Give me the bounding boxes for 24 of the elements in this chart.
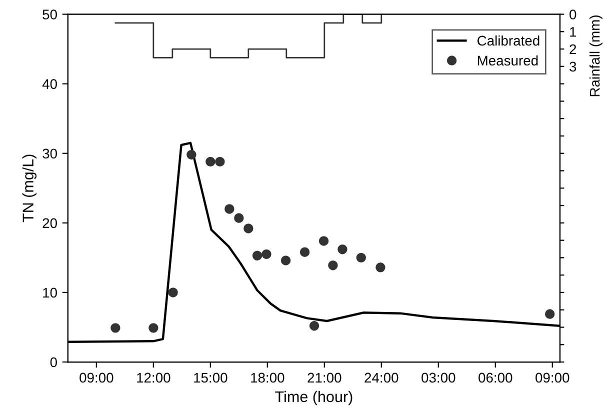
y-tick-label: 0 [50,357,57,368]
x-tick-label: 03:00 [422,372,456,383]
y-tick-label: 30 [42,148,57,159]
x-tick-label: 09:00 [536,372,570,383]
x-tick-label: 12:00 [137,372,170,383]
legend-label: Measured [478,55,538,66]
x-tick-label: 24:00 [364,372,398,383]
y2-tick-label: 2 [570,44,576,54]
y2-tick-label: 0 [570,10,576,20]
y-axis-title: TN (mg/L) [22,154,37,222]
x-tick-label: 09:00 [80,372,114,383]
y2-tick-label: 3 [570,62,576,72]
x-tick-label: 06:00 [478,372,512,383]
x-axis-title: Time (hour) [275,390,352,406]
y-tick-label: 20 [42,218,57,228]
y2-tick-label: 1 [570,27,576,37]
y-tick-label: 50 [42,10,57,20]
x-tick-label: 18:00 [251,372,284,383]
y-tick-label: 10 [43,288,57,298]
x-tick-label: 21:00 [308,372,342,383]
legend-label: Calibrated [478,35,540,46]
y-tick-label: 40 [42,79,57,89]
x-tick-label: 15:00 [194,372,228,383]
y2-axis-title: Rainfall (mm) [590,16,602,96]
